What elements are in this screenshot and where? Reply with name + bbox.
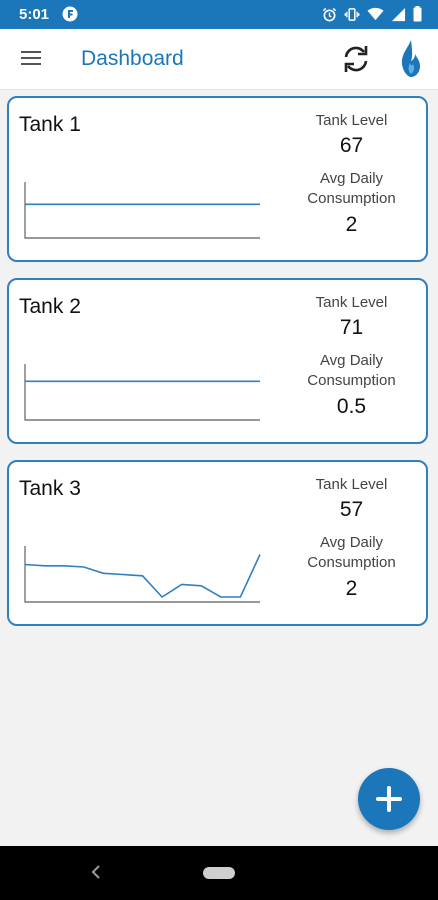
app-bar: Dashboard	[0, 29, 438, 90]
flame-logo-icon	[398, 39, 422, 84]
status-time: 5:01	[19, 6, 50, 23]
plus-icon	[376, 786, 402, 812]
refresh-icon[interactable]	[340, 43, 372, 80]
tank-level-series-line	[24, 554, 261, 599]
status-bar: 5:01	[0, 0, 438, 29]
add-tank-button[interactable]	[358, 768, 420, 830]
avg-daily-label: Avg Daily	[319, 352, 384, 369]
tank-card-1[interactable]: Tank 1 Tank Level 67 Avg Daily Consumpti…	[7, 96, 428, 262]
chart-axis	[24, 182, 260, 239]
tank-level-chart	[24, 364, 260, 421]
system-nav-bar	[0, 846, 438, 900]
avg-daily-label: Avg Daily	[319, 170, 384, 187]
tank-level-chart	[24, 182, 260, 239]
chart-axis	[24, 546, 260, 603]
consumption-value: 0.5	[336, 395, 367, 418]
consumption-label: Consumption	[307, 554, 396, 571]
tank-name: Tank 3	[19, 477, 81, 500]
tank-level-label: Tank Level	[315, 476, 388, 493]
tank-card-3[interactable]: Tank 3 Tank Level 57 Avg Daily Consumpti…	[7, 460, 428, 626]
tank-level-label: Tank Level	[315, 294, 388, 311]
tank-level-value: 71	[339, 316, 364, 339]
tank-name: Tank 2	[19, 295, 81, 318]
tank-level-label: Tank Level	[315, 112, 388, 129]
tank-name: Tank 1	[19, 113, 81, 136]
signal-icon	[391, 7, 406, 27]
battery-icon	[413, 6, 422, 27]
menu-icon[interactable]	[20, 49, 42, 72]
home-pill-icon[interactable]	[203, 867, 235, 879]
tank-level-chart	[24, 546, 261, 603]
page-title: Dashboard	[81, 47, 184, 70]
back-icon[interactable]	[90, 863, 102, 886]
consumption-value: 2	[345, 577, 358, 600]
alarm-icon	[322, 7, 337, 27]
notification-f-icon	[62, 6, 78, 27]
chart-axis	[24, 364, 260, 421]
tank-card-2[interactable]: Tank 2 Tank Level 71 Avg Daily Consumpti…	[7, 278, 428, 444]
vibrate-icon	[344, 7, 360, 27]
status-icons	[322, 6, 422, 27]
wifi-icon	[367, 7, 384, 26]
tank-level-value: 67	[339, 134, 364, 157]
tank-level-value: 57	[339, 498, 364, 521]
consumption-label: Consumption	[307, 372, 396, 389]
avg-daily-label: Avg Daily	[319, 534, 384, 551]
consumption-label: Consumption	[307, 190, 396, 207]
consumption-value: 2	[345, 213, 358, 236]
